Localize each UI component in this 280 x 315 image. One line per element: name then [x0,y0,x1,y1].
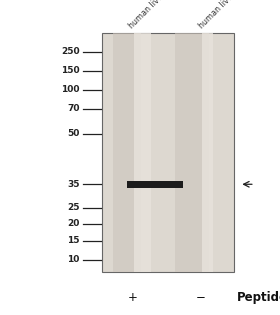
Bar [134,33,151,272]
Text: +: + [128,291,138,304]
Text: 20: 20 [67,219,80,228]
Bar [175,33,209,272]
Text: 25: 25 [67,203,80,212]
Bar [113,33,141,272]
Text: 150: 150 [61,66,80,75]
Text: −: − [195,291,205,304]
Bar [202,33,213,272]
Text: Peptide: Peptide [237,291,280,304]
Text: 50: 50 [67,129,80,138]
Text: 35: 35 [67,180,80,189]
Bar [102,33,234,272]
Text: 10: 10 [67,255,80,264]
Text: 15: 15 [67,237,80,245]
Text: 100: 100 [61,85,80,94]
Text: human liver: human liver [197,0,237,30]
Text: 250: 250 [61,48,80,56]
Text: human liver: human liver [127,0,167,30]
Text: 70: 70 [67,104,80,113]
Bar [127,181,183,188]
